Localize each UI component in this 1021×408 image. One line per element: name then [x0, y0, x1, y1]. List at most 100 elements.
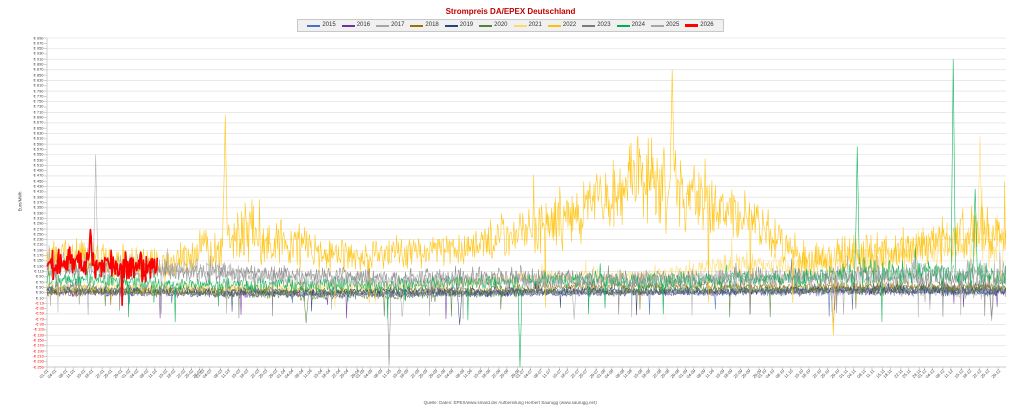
- y-axis-label: € 30: [36, 290, 44, 295]
- y-axis-label: -€ 250: [32, 365, 44, 369]
- y-axis-label: € 130: [34, 264, 44, 269]
- legend-wrap: 2015 2016 2017 2018 2019 2020 2021 2022 2023 2024…: [0, 19, 1021, 32]
- y-axis-label: € 390: [34, 195, 44, 200]
- legend-item-2015: 2015: [307, 22, 336, 29]
- y-axis-label: € 370: [34, 200, 44, 205]
- y-axis-label: € 970: [34, 41, 44, 46]
- y-axis-title-text: Euro/MWh: [18, 191, 23, 212]
- chart-title: Strompreis DA/EPEX Deutschland: [445, 7, 576, 16]
- legend: 2015 2016 2017 2018 2019 2020 2021 2022 2023 2024…: [297, 19, 724, 32]
- legend-item-2018: 2018: [410, 22, 439, 29]
- y-axis-label: € 150: [34, 258, 44, 263]
- legend-swatch: [479, 24, 493, 27]
- y-axis-label: € 170: [34, 253, 44, 258]
- legend-label: 2023: [597, 22, 611, 28]
- legend-label: 2021: [528, 22, 542, 28]
- legend-item-2024: 2024: [616, 22, 645, 29]
- legend-item-2025: 2025: [650, 22, 680, 29]
- legend-label: 2022: [562, 22, 577, 28]
- y-axis-label: -€ 50: [34, 311, 44, 316]
- y-axis-label: € 250: [34, 232, 44, 237]
- y-axis-label: € 770: [34, 94, 44, 99]
- legend-swatch: [650, 24, 664, 27]
- y-axis-label: € 930: [34, 51, 44, 56]
- y-axis-label: € 670: [34, 120, 44, 125]
- y-axis-label: € 290: [34, 221, 44, 226]
- legend-label: 2026: [700, 22, 714, 28]
- y-axis-label: € 50: [36, 285, 44, 290]
- y-axis-label: € 730: [34, 104, 44, 109]
- y-axis-label: -€ 150: [32, 338, 44, 343]
- y-axis-label: € 650: [34, 126, 44, 131]
- y-axis-label: € 110: [34, 269, 44, 274]
- y-axis-label: € 870: [34, 67, 44, 72]
- legend-swatch: [513, 24, 527, 27]
- y-axis-label: € 410: [34, 189, 44, 194]
- legend-label: 2016: [356, 22, 371, 28]
- y-axis-label: € 470: [34, 173, 44, 178]
- legend-item-2016: 2016: [341, 22, 371, 29]
- legend-label: 2018: [425, 22, 439, 28]
- y-axis-label: -€ 130: [32, 333, 44, 338]
- y-axis-label: -€ 170: [32, 343, 44, 348]
- y-axis-label: -€ 210: [32, 354, 44, 359]
- legend-label: 2015: [322, 22, 336, 28]
- legend-label: 2024: [631, 22, 645, 28]
- legend-swatch: [582, 24, 596, 27]
- y-axis-label: -€ 190: [32, 349, 44, 354]
- y-axis-label: € 230: [34, 237, 44, 242]
- y-axis-label: € 570: [34, 147, 44, 152]
- y-axis-label: € 630: [34, 131, 44, 136]
- y-axis-title: Euro/MWh: [4, 190, 22, 212]
- legend-label: 2017: [391, 22, 405, 28]
- legend-item-2021: 2021: [513, 22, 542, 29]
- legend-label: 2025: [665, 22, 680, 28]
- y-axis-label: € 330: [34, 211, 44, 216]
- legend-swatch: [341, 24, 355, 27]
- y-axis-label: € 210: [34, 242, 44, 247]
- footer: Quelle: Daten: EPEX/www.smard.de/ Aufber…: [0, 393, 1021, 408]
- y-axis-label: -€ 90: [34, 322, 44, 327]
- legend-item-2022: 2022: [547, 22, 577, 29]
- y-axis-label: € 10: [36, 296, 44, 301]
- y-axis-label: -€ 30: [34, 306, 44, 311]
- y-axis-label: € 910: [34, 57, 44, 62]
- y-axis-label: € 810: [34, 83, 44, 88]
- y-axis-label: -€ 110: [32, 327, 44, 332]
- legend-swatch: [410, 24, 424, 27]
- footer-source: Quelle: Daten: EPEX/www.smard.de/ Aufber…: [423, 401, 598, 406]
- y-axis-label: € 510: [34, 163, 44, 168]
- plot-canvas: [44, 37, 1006, 373]
- legend-item-2026: 2026: [685, 22, 714, 29]
- legend-swatch: [444, 24, 458, 27]
- y-axis-label: € 590: [34, 142, 44, 147]
- y-axis-label: € 270: [34, 227, 44, 232]
- y-axis-label: € 310: [34, 216, 44, 221]
- y-axis-label: € 430: [34, 184, 44, 189]
- y-axis-label: € 950: [34, 46, 44, 51]
- y-axis-label: -€ 70: [34, 317, 44, 322]
- y-axis-label: € 830: [34, 78, 44, 83]
- y-axis-label: € 990: [34, 36, 44, 40]
- y-axis-label: € 790: [34, 89, 44, 94]
- y-axis-label: € 550: [34, 152, 44, 157]
- legend-item-2023: 2023: [582, 22, 611, 29]
- y-axis-label: € 490: [34, 168, 44, 173]
- legend-swatch: [307, 24, 321, 27]
- y-axis-label: € 530: [34, 158, 44, 163]
- y-axis-label: € 750: [34, 99, 44, 104]
- y-axis-label: -€ 10: [34, 301, 44, 306]
- legend-label: 2020: [494, 22, 508, 28]
- y-axis-label: € 690: [34, 115, 44, 120]
- y-axis-label: € 710: [34, 110, 44, 115]
- legend-item-2017: 2017: [376, 22, 404, 29]
- legend-item-2020: 2020: [479, 22, 508, 29]
- legend-swatch: [685, 24, 699, 27]
- y-axis-label: -€ 230: [32, 359, 44, 364]
- y-axis-label: € 190: [34, 248, 44, 253]
- legend-swatch: [376, 24, 390, 27]
- y-axis-label: € 450: [34, 179, 44, 184]
- legend-swatch: [547, 24, 561, 27]
- y-axis-label: € 850: [34, 73, 44, 78]
